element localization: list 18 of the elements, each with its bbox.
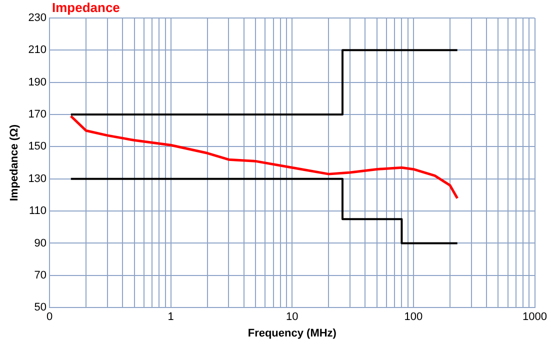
y-tick-label: 230 xyxy=(28,12,47,24)
y-tick-label: 110 xyxy=(29,205,47,218)
x-tick-label: 1 xyxy=(168,311,174,324)
y-tick-label: 190 xyxy=(28,76,47,88)
y-tick-label: 70 xyxy=(34,269,47,282)
y-axis-title: Impedance (Ω) xyxy=(8,124,21,202)
y-tick-label: 90 xyxy=(34,237,47,250)
x-axis-title: Frequency (MHz) xyxy=(248,327,337,340)
x-tick-label: 0 xyxy=(46,311,53,324)
y-tick-label: 50 xyxy=(34,302,47,314)
y-tick-label: 210 xyxy=(28,44,47,56)
x-tick-label: 1000 xyxy=(522,311,548,324)
y-tick-label: 150 xyxy=(28,140,47,153)
y-tick-label: 170 xyxy=(28,108,47,121)
x-tick-label: 10 xyxy=(286,311,298,324)
x-tick-label: 100 xyxy=(404,311,423,324)
y-tick-label: 130 xyxy=(28,172,47,185)
chart-title: Impedance xyxy=(52,0,120,15)
